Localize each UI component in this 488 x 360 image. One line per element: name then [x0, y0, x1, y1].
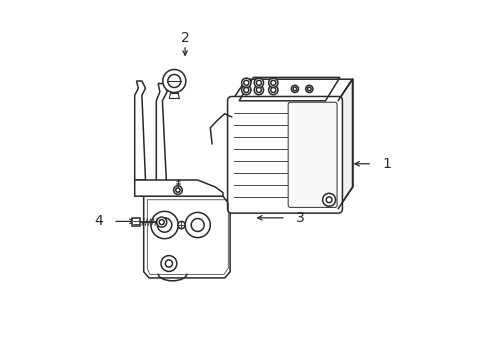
Polygon shape [337, 79, 352, 209]
Circle shape [167, 75, 181, 87]
Circle shape [292, 87, 296, 91]
Circle shape [178, 221, 185, 229]
Circle shape [185, 212, 210, 238]
Circle shape [159, 220, 164, 225]
Text: 1: 1 [382, 157, 390, 171]
Circle shape [325, 197, 331, 203]
FancyBboxPatch shape [287, 102, 336, 207]
Circle shape [241, 78, 250, 87]
Circle shape [254, 78, 263, 87]
Polygon shape [156, 84, 167, 196]
Text: 3: 3 [295, 211, 304, 225]
Circle shape [270, 80, 275, 85]
Circle shape [305, 85, 312, 93]
Circle shape [268, 78, 277, 87]
Circle shape [175, 188, 180, 192]
Text: 4: 4 [94, 215, 103, 228]
Bar [132, 218, 140, 226]
Circle shape [254, 85, 263, 95]
Circle shape [268, 85, 277, 95]
Circle shape [307, 87, 310, 91]
Circle shape [156, 217, 166, 227]
Circle shape [270, 87, 275, 93]
Circle shape [256, 87, 261, 93]
Circle shape [191, 219, 204, 231]
Circle shape [157, 218, 171, 232]
Circle shape [173, 186, 182, 194]
Circle shape [241, 85, 250, 95]
Circle shape [256, 80, 261, 85]
Circle shape [322, 193, 335, 206]
Polygon shape [231, 79, 352, 101]
Polygon shape [134, 180, 223, 196]
FancyBboxPatch shape [227, 96, 342, 213]
Text: 2: 2 [181, 31, 189, 45]
Circle shape [291, 85, 298, 93]
Circle shape [244, 87, 248, 93]
Circle shape [161, 256, 177, 271]
Circle shape [151, 211, 178, 239]
Circle shape [165, 260, 172, 267]
Polygon shape [134, 81, 145, 180]
Polygon shape [143, 196, 230, 278]
Circle shape [163, 69, 185, 93]
Circle shape [244, 80, 248, 85]
